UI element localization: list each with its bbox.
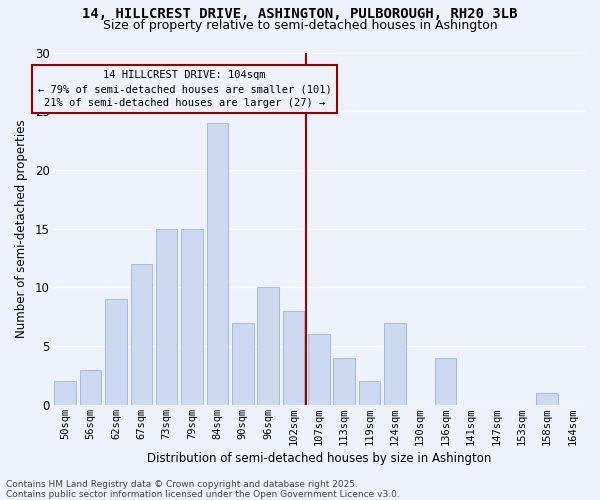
Text: 14 HILLCREST DRIVE: 104sqm
← 79% of semi-detached houses are smaller (101)
21% o: 14 HILLCREST DRIVE: 104sqm ← 79% of semi… <box>38 70 331 108</box>
Text: 14, HILLCREST DRIVE, ASHINGTON, PULBOROUGH, RH20 3LB: 14, HILLCREST DRIVE, ASHINGTON, PULBOROU… <box>82 8 518 22</box>
Bar <box>206 123 228 405</box>
Bar <box>55 382 76 405</box>
Bar <box>308 334 329 405</box>
Bar <box>232 322 254 405</box>
Bar <box>283 311 304 405</box>
Bar <box>181 228 203 405</box>
X-axis label: Distribution of semi-detached houses by size in Ashington: Distribution of semi-detached houses by … <box>146 452 491 465</box>
Text: Contains HM Land Registry data © Crown copyright and database right 2025.
Contai: Contains HM Land Registry data © Crown c… <box>6 480 400 499</box>
Text: Size of property relative to semi-detached houses in Ashington: Size of property relative to semi-detach… <box>103 19 497 32</box>
Bar <box>435 358 457 405</box>
Bar <box>80 370 101 405</box>
Bar <box>105 299 127 405</box>
Bar <box>384 322 406 405</box>
Bar <box>334 358 355 405</box>
Bar <box>536 393 558 405</box>
Y-axis label: Number of semi-detached properties: Number of semi-detached properties <box>15 120 28 338</box>
Bar <box>359 382 380 405</box>
Bar <box>156 228 178 405</box>
Bar <box>131 264 152 405</box>
Bar <box>257 288 279 405</box>
